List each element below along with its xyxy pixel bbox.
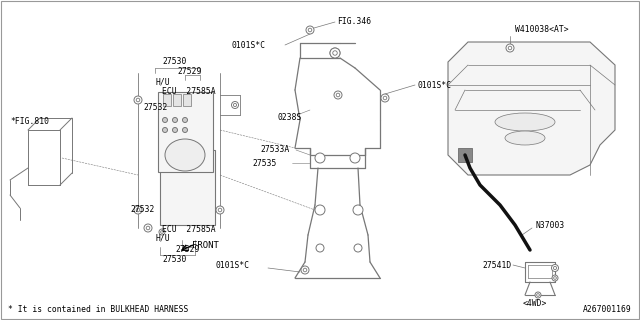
Text: 27533A: 27533A xyxy=(260,146,289,155)
Circle shape xyxy=(216,206,224,214)
Circle shape xyxy=(218,208,222,212)
Circle shape xyxy=(554,267,557,269)
Text: FIG.346: FIG.346 xyxy=(337,18,371,27)
Text: 0101S*C: 0101S*C xyxy=(232,41,266,50)
Circle shape xyxy=(173,127,177,132)
Circle shape xyxy=(381,94,389,102)
Bar xyxy=(183,94,191,106)
Ellipse shape xyxy=(165,139,205,171)
Bar xyxy=(158,92,213,172)
Circle shape xyxy=(182,117,188,123)
Text: ECU  27585A: ECU 27585A xyxy=(162,86,216,95)
Text: 0101S*C: 0101S*C xyxy=(417,81,451,90)
Text: 27529: 27529 xyxy=(178,68,202,76)
Circle shape xyxy=(336,93,340,97)
Text: 27532: 27532 xyxy=(143,103,168,113)
Bar xyxy=(160,150,215,225)
Text: *FIG.810: *FIG.810 xyxy=(10,117,49,126)
Circle shape xyxy=(316,244,324,252)
Polygon shape xyxy=(458,148,472,162)
Text: 27529: 27529 xyxy=(176,245,200,254)
Circle shape xyxy=(330,48,340,58)
Text: 0238S: 0238S xyxy=(278,114,302,123)
Text: <4WD>: <4WD> xyxy=(523,299,547,308)
Text: N37003: N37003 xyxy=(535,220,564,229)
Circle shape xyxy=(163,127,168,132)
Circle shape xyxy=(301,266,309,274)
Circle shape xyxy=(353,205,363,215)
Circle shape xyxy=(173,117,177,123)
Polygon shape xyxy=(448,42,615,175)
Circle shape xyxy=(159,229,165,235)
Circle shape xyxy=(315,205,325,215)
Circle shape xyxy=(508,46,512,50)
Circle shape xyxy=(182,127,188,132)
Bar xyxy=(163,94,171,106)
Ellipse shape xyxy=(505,131,545,145)
Circle shape xyxy=(146,226,150,230)
Circle shape xyxy=(330,48,340,58)
Text: ECU  27585A: ECU 27585A xyxy=(162,226,216,235)
Circle shape xyxy=(554,277,556,279)
Circle shape xyxy=(136,208,140,212)
Text: W410038<AT>: W410038<AT> xyxy=(515,26,568,35)
Circle shape xyxy=(315,153,325,163)
Circle shape xyxy=(134,96,142,104)
Circle shape xyxy=(537,294,540,296)
Circle shape xyxy=(303,268,307,272)
Text: 27530: 27530 xyxy=(163,58,187,67)
Circle shape xyxy=(234,103,237,107)
Circle shape xyxy=(354,244,362,252)
Circle shape xyxy=(333,51,337,55)
Circle shape xyxy=(161,231,163,233)
Text: 27532: 27532 xyxy=(130,205,154,214)
Circle shape xyxy=(334,91,342,99)
Bar xyxy=(173,94,181,106)
Text: 27535: 27535 xyxy=(252,158,276,167)
Ellipse shape xyxy=(495,113,555,131)
Circle shape xyxy=(232,101,239,108)
Circle shape xyxy=(552,275,558,281)
Circle shape xyxy=(134,206,142,214)
Circle shape xyxy=(308,28,312,32)
Circle shape xyxy=(506,44,514,52)
Circle shape xyxy=(350,153,360,163)
Circle shape xyxy=(306,26,314,34)
Text: H/U: H/U xyxy=(155,234,170,243)
Circle shape xyxy=(163,117,168,123)
Text: 0101S*C: 0101S*C xyxy=(215,260,249,269)
Text: A267001169: A267001169 xyxy=(583,306,632,315)
Circle shape xyxy=(144,224,152,232)
Text: * It is contained in BULKHEAD HARNESS: * It is contained in BULKHEAD HARNESS xyxy=(8,306,188,315)
Text: 27530: 27530 xyxy=(163,255,187,265)
Text: H/U: H/U xyxy=(155,77,170,86)
Circle shape xyxy=(136,98,140,102)
Circle shape xyxy=(383,96,387,100)
Text: 27541D: 27541D xyxy=(482,260,511,269)
Text: FRONT: FRONT xyxy=(192,242,219,251)
Circle shape xyxy=(552,265,559,271)
Circle shape xyxy=(535,292,541,298)
